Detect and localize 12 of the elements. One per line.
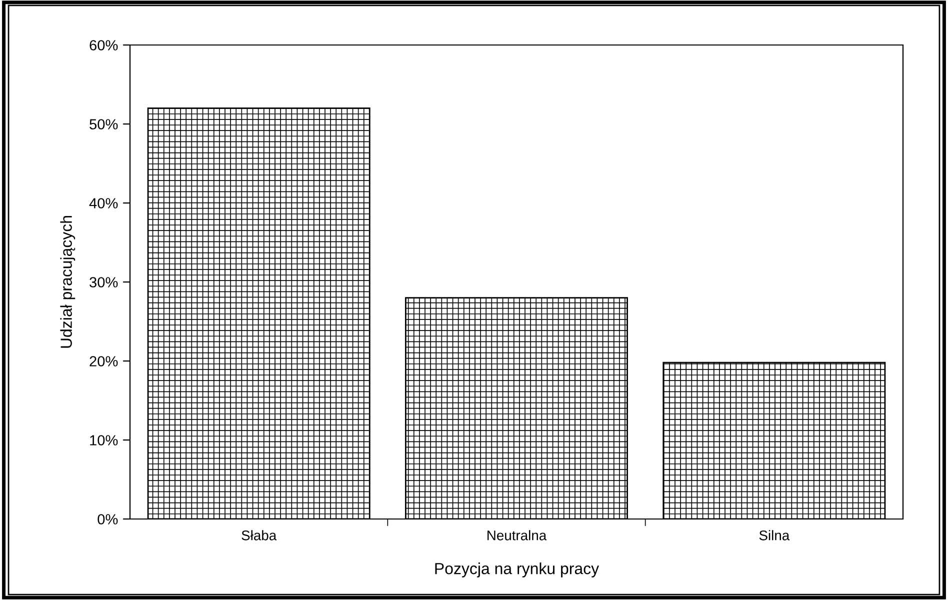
x-tick-label: Silna bbox=[759, 530, 790, 540]
y-axis-title: Udział pracujących bbox=[60, 216, 76, 348]
y-tick-label: 50% bbox=[90, 119, 118, 130]
y-tick-label: 60% bbox=[90, 40, 118, 50]
x-tick-label: Słaba bbox=[242, 530, 277, 540]
x-tick-label: Neutralna bbox=[488, 530, 547, 540]
y-tick-label: 10% bbox=[90, 435, 118, 446]
x-axis-title: Pozycja na rynku pracy bbox=[435, 562, 600, 578]
y-tick-label: 0% bbox=[98, 514, 118, 524]
y-tick-label: 30% bbox=[90, 277, 118, 288]
y-tick-label: 20% bbox=[90, 356, 118, 366]
y-tick-label: 40% bbox=[89, 198, 118, 208]
